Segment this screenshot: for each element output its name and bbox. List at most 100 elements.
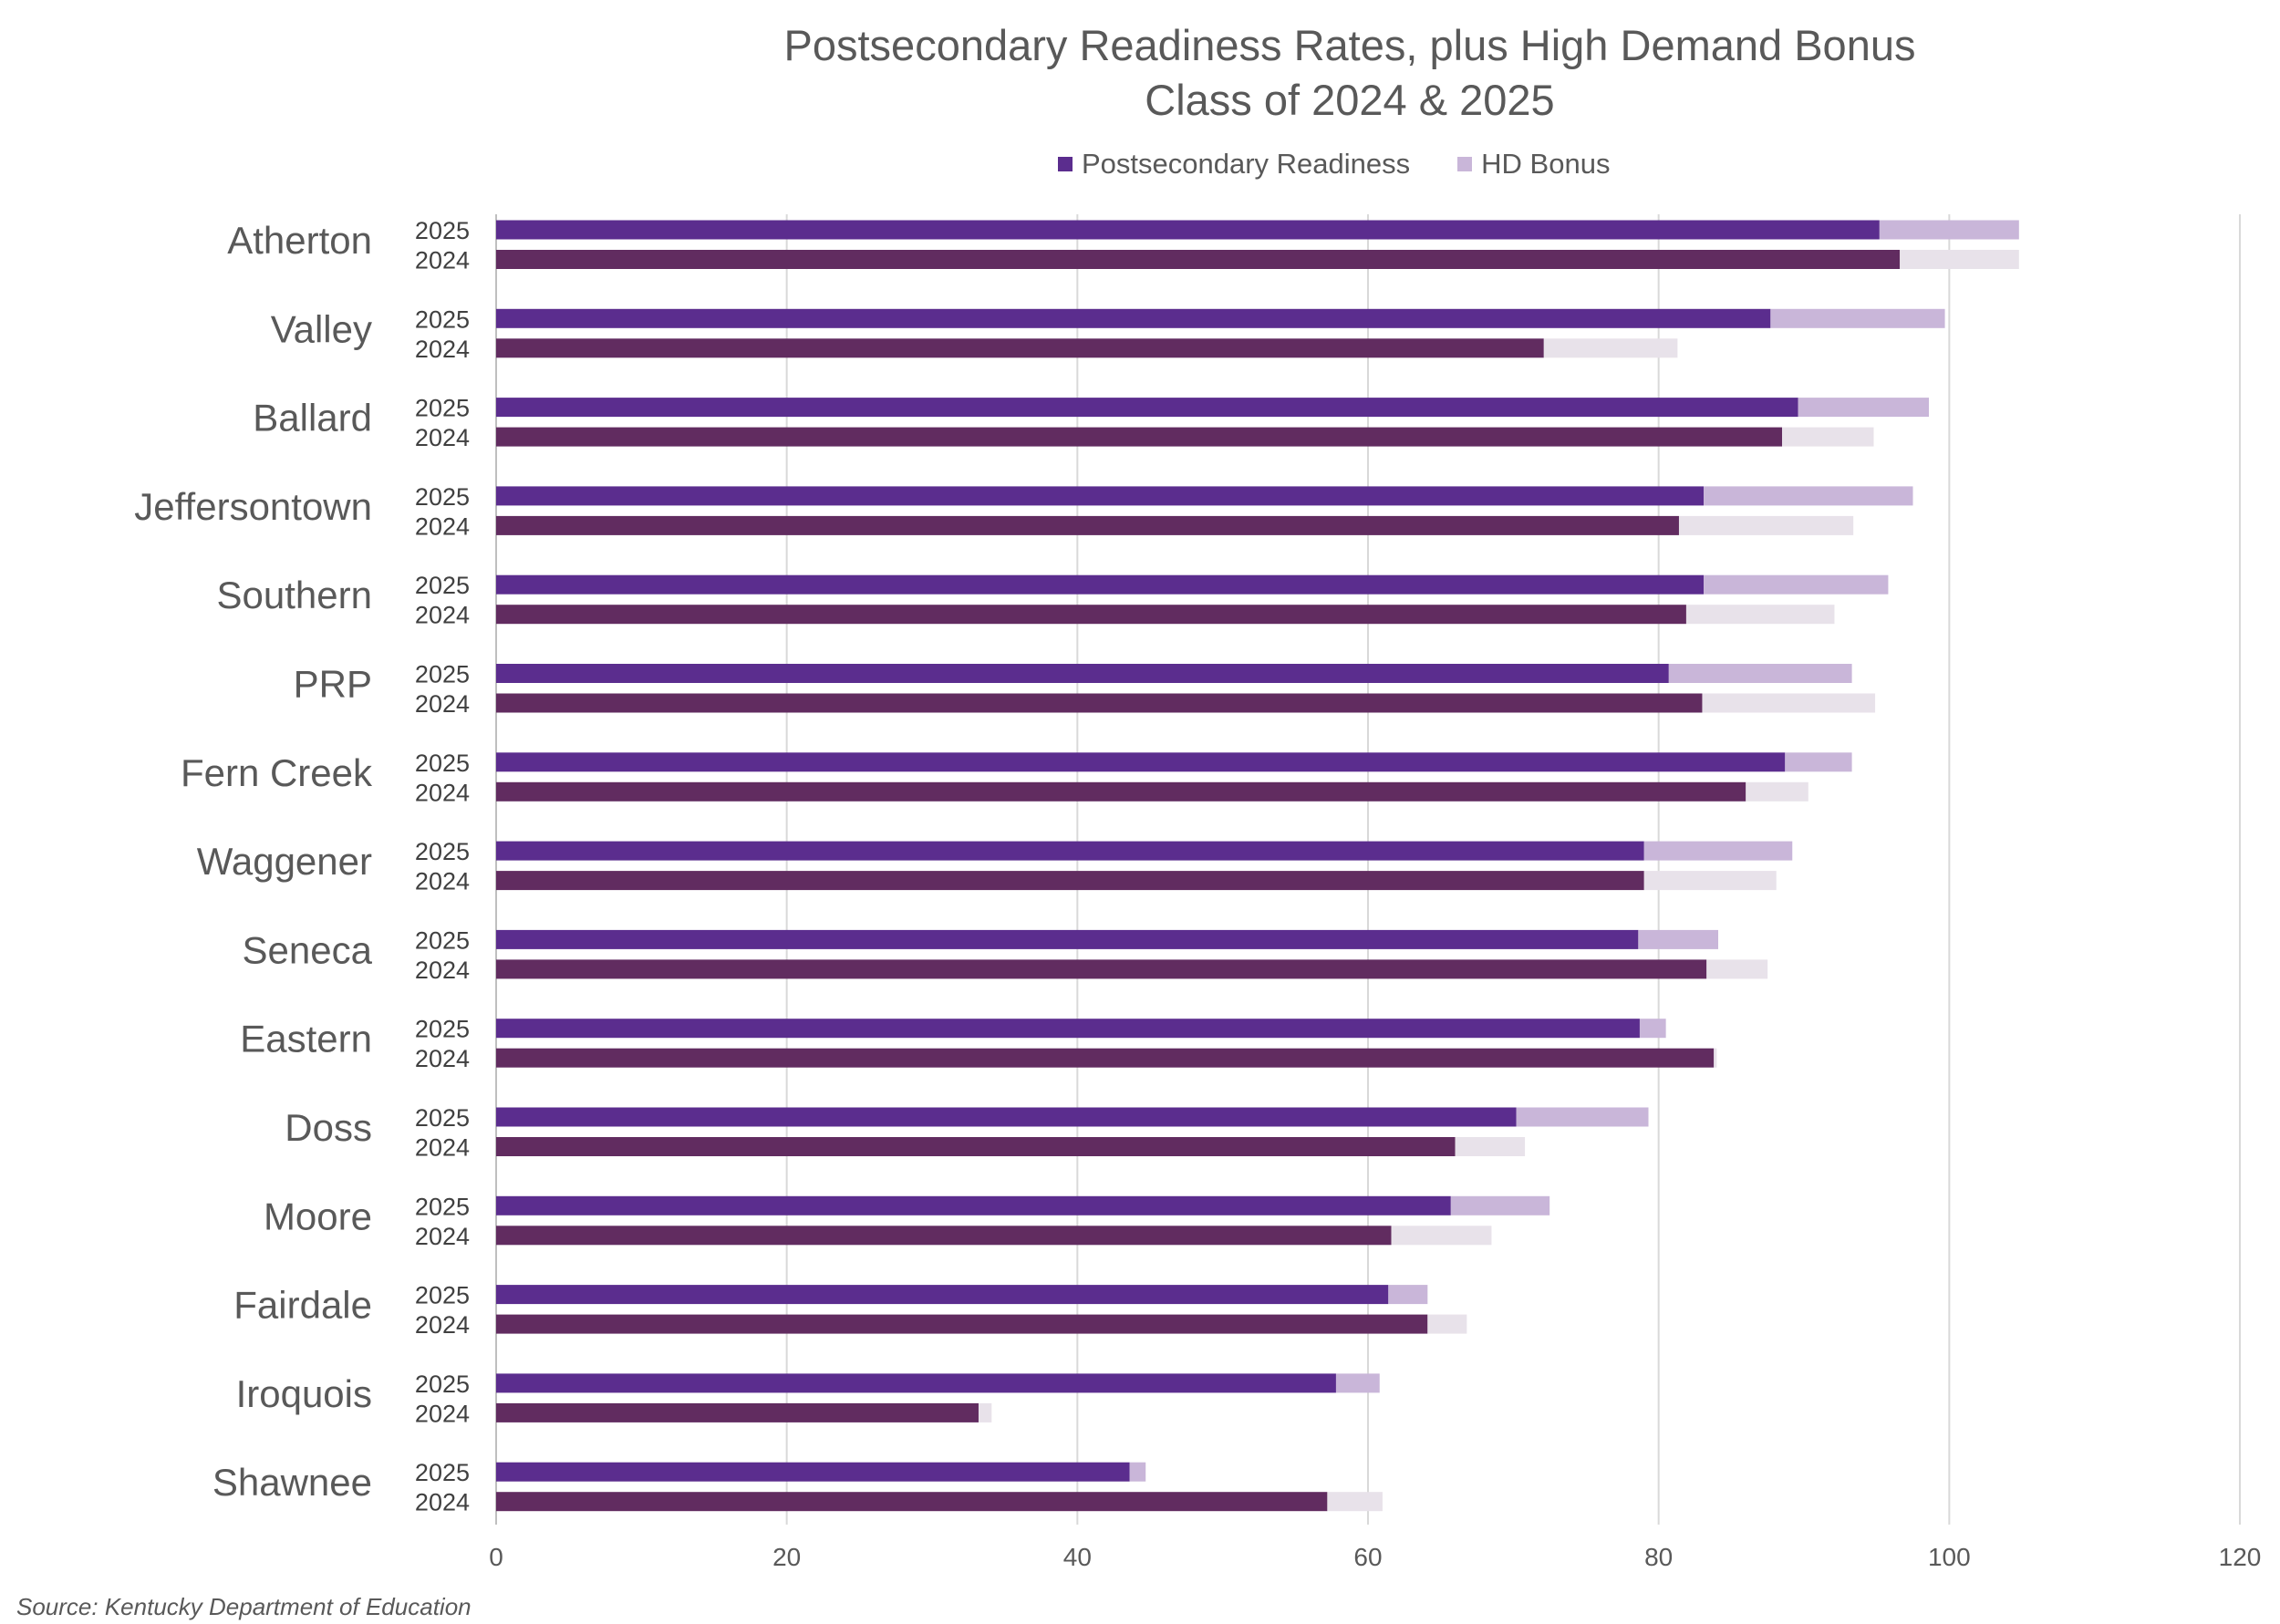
year-label: 2025 xyxy=(415,926,470,954)
bar-hd-bonus xyxy=(978,1402,992,1422)
year-label: 2024 xyxy=(415,602,470,629)
bar-hd-bonus xyxy=(1770,308,1945,328)
bar-readiness xyxy=(496,220,1880,240)
bar-hd-bonus xyxy=(1643,871,1777,891)
year-label: 2025 xyxy=(415,305,470,333)
bar-readiness xyxy=(496,1492,1328,1512)
school-label: Atherton xyxy=(227,219,372,262)
bar-readiness xyxy=(496,398,1798,418)
year-label: 2025 xyxy=(415,1016,470,1043)
bar-hd-bonus xyxy=(1388,1285,1428,1305)
bar-hd-bonus xyxy=(1879,220,2019,240)
year-label: 2025 xyxy=(415,661,470,688)
school-label: Fairdale xyxy=(233,1284,372,1327)
year-label: 2024 xyxy=(415,424,470,451)
bar-hd-bonus xyxy=(1455,1137,1526,1156)
x-tick-label: 80 xyxy=(1644,1543,1673,1571)
bar-hd-bonus xyxy=(1450,1195,1550,1215)
bar-readiness xyxy=(496,308,1771,328)
x-tick-label: 40 xyxy=(1063,1543,1092,1571)
school-label: Jeffersontown xyxy=(134,485,372,528)
bar-hd-bonus xyxy=(1782,427,1874,447)
chart-title: Postsecondary Readiness Rates, plus High… xyxy=(783,21,1916,69)
bar-readiness xyxy=(496,1373,1336,1393)
legend-item-readiness: Postsecondary Readiness xyxy=(1058,148,1410,181)
year-label: 2025 xyxy=(415,395,470,422)
legend-swatch-readiness xyxy=(1058,157,1073,171)
bar-hd-bonus xyxy=(1685,605,1835,625)
bar-hd-bonus xyxy=(1702,693,1876,713)
bar-hd-bonus xyxy=(1785,752,1852,772)
bar-readiness xyxy=(496,486,1705,506)
year-label: 2024 xyxy=(415,1134,470,1162)
year-label: 2024 xyxy=(415,690,470,718)
year-label: 2025 xyxy=(415,1459,470,1486)
school-label: Waggener xyxy=(197,840,372,883)
year-label: 2025 xyxy=(415,750,470,777)
school-label: Ballard xyxy=(253,397,372,440)
bar-hd-bonus xyxy=(1706,959,1768,979)
year-label: 2025 xyxy=(415,572,470,599)
year-label: 2025 xyxy=(415,838,470,865)
bar-readiness xyxy=(496,781,1746,802)
year-label: 2025 xyxy=(415,1282,470,1309)
bar-readiness xyxy=(496,1107,1517,1127)
x-tick-label: 120 xyxy=(2219,1543,2262,1571)
bar-hd-bonus xyxy=(1516,1107,1649,1127)
year-label: 2024 xyxy=(415,1400,470,1427)
year-label: 2024 xyxy=(415,512,470,540)
bar-readiness xyxy=(496,1019,1640,1039)
bar-readiness xyxy=(496,1462,1130,1482)
legend-label-readiness: Postsecondary Readiness xyxy=(1082,148,1411,180)
bar-readiness xyxy=(496,841,1644,861)
bar-readiness xyxy=(496,515,1679,535)
bar-hd-bonus xyxy=(1900,250,2019,269)
bar-readiness xyxy=(496,427,1783,447)
legend-label-bonus: HD Bonus xyxy=(1481,148,1611,180)
year-label: 2025 xyxy=(415,1371,470,1398)
year-label: 2024 xyxy=(415,1311,470,1339)
bar-hd-bonus xyxy=(1129,1462,1146,1482)
bar-hd-bonus xyxy=(1704,486,1913,506)
school-label: Fern Creek xyxy=(181,751,373,794)
year-label: 2024 xyxy=(415,1489,470,1516)
bar-hd-bonus xyxy=(1638,929,1718,949)
year-label: 2024 xyxy=(415,779,470,806)
year-label: 2024 xyxy=(415,957,470,984)
school-label: Shawnee xyxy=(212,1461,372,1504)
bar-readiness xyxy=(496,574,1705,595)
bar-readiness xyxy=(496,1137,1456,1156)
bar-readiness xyxy=(496,929,1639,949)
bar-hd-bonus xyxy=(1704,574,1889,595)
bar-readiness xyxy=(496,693,1703,713)
school-label: Valley xyxy=(271,307,372,350)
year-label: 2024 xyxy=(415,1223,470,1250)
bar-hd-bonus xyxy=(1643,841,1793,861)
year-label: 2025 xyxy=(415,217,470,244)
bar-readiness xyxy=(496,338,1544,358)
bar-readiness xyxy=(496,1048,1715,1068)
school-label: Southern xyxy=(217,574,372,616)
bar-readiness xyxy=(496,871,1644,891)
bar-hd-bonus xyxy=(1714,1048,1717,1068)
bar-hd-bonus xyxy=(1746,781,1808,802)
x-tick-label: 100 xyxy=(1928,1543,1971,1571)
school-label: PRP xyxy=(294,663,372,706)
bar-hd-bonus xyxy=(1335,1373,1380,1393)
x-tick-label: 60 xyxy=(1353,1543,1382,1571)
bar-readiness xyxy=(496,1195,1451,1215)
school-label: Iroquois xyxy=(236,1372,372,1415)
legend: Postsecondary Readiness HD Bonus xyxy=(1058,148,1657,181)
bar-readiness xyxy=(496,250,1901,269)
x-tick-label: 20 xyxy=(772,1543,801,1571)
bar-hd-bonus xyxy=(1427,1314,1467,1334)
bar-readiness xyxy=(496,1226,1392,1246)
year-label: 2024 xyxy=(415,247,470,274)
bar-readiness xyxy=(496,752,1786,772)
bar-readiness xyxy=(496,1402,979,1422)
year-label: 2025 xyxy=(415,1193,470,1220)
bar-readiness xyxy=(496,959,1707,979)
bar-hd-bonus xyxy=(1798,398,1930,418)
